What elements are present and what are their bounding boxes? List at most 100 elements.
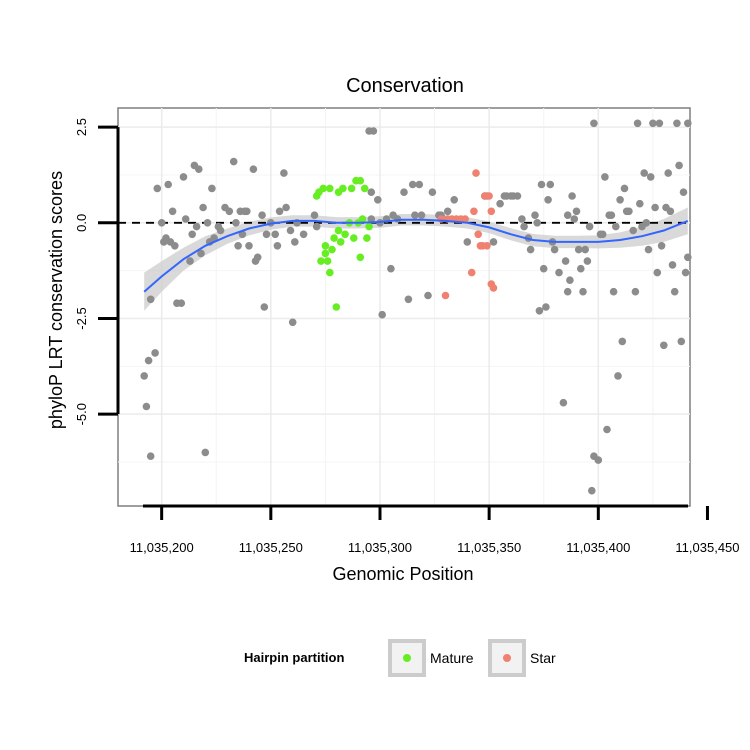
point-other <box>563 287 572 296</box>
point-other <box>594 456 603 464</box>
point-other <box>651 203 659 212</box>
point-other <box>195 165 203 173</box>
point-other <box>577 264 585 273</box>
point-other <box>369 127 378 135</box>
point-other <box>655 119 664 128</box>
point-other <box>400 188 408 196</box>
point-other <box>633 119 642 128</box>
point-other <box>179 173 188 181</box>
point-other <box>601 173 609 181</box>
point-star <box>441 291 450 300</box>
point-other <box>273 242 282 250</box>
point-other <box>282 203 290 212</box>
legend-swatch-mature <box>403 654 411 662</box>
point-other <box>603 425 611 434</box>
point-other <box>664 169 672 177</box>
point-other <box>443 207 452 216</box>
point-other <box>210 234 218 242</box>
point-other <box>526 245 535 254</box>
point-other <box>581 245 589 254</box>
point-other <box>609 287 618 296</box>
point-other <box>535 307 544 315</box>
point-mature <box>326 268 334 277</box>
point-other <box>417 211 426 219</box>
point-other <box>144 356 153 365</box>
point-other <box>142 402 151 411</box>
point-mature <box>334 226 343 235</box>
point-other <box>310 211 319 219</box>
point-other <box>299 230 308 239</box>
x-tick-label: 11,035,200 <box>130 540 194 555</box>
point-mature <box>328 245 336 254</box>
point-other <box>262 230 271 239</box>
point-other <box>614 372 622 380</box>
x-tick-label: 11,035,300 <box>348 540 412 555</box>
smooth-line <box>143 218 689 293</box>
point-other <box>670 287 679 296</box>
point-other <box>243 207 251 216</box>
point-other <box>208 184 216 193</box>
point-other <box>675 161 683 170</box>
point-other <box>181 215 190 223</box>
point-mature <box>319 184 328 193</box>
grid-lines <box>118 108 690 506</box>
point-other <box>636 199 644 208</box>
point-other <box>404 295 413 304</box>
x-axis: 11,035,200 11,035,250 11,035,300 11,035,350… <box>130 504 740 555</box>
point-other <box>146 452 155 461</box>
y-tick-label: 0.0 <box>74 214 89 232</box>
point-other <box>518 215 526 223</box>
point-other <box>583 257 592 265</box>
point-star <box>467 268 476 277</box>
point-other <box>291 238 299 246</box>
point-other <box>203 219 212 227</box>
point-other <box>533 219 541 227</box>
point-star <box>472 169 480 177</box>
point-other <box>199 203 207 212</box>
point-other <box>546 180 555 189</box>
point-other <box>286 226 295 235</box>
point-other <box>188 230 196 239</box>
point-mature <box>358 215 367 223</box>
point-star <box>487 207 496 216</box>
point-other <box>177 299 186 308</box>
point-other <box>653 268 662 277</box>
point-other <box>275 207 284 216</box>
point-other <box>542 303 550 311</box>
point-other <box>520 222 528 231</box>
point-other <box>618 337 627 346</box>
point-other <box>378 310 387 319</box>
point-other <box>579 287 587 296</box>
point-other <box>367 188 376 196</box>
point-other <box>629 226 637 235</box>
point-other <box>640 169 648 177</box>
point-mature <box>332 303 341 311</box>
point-other <box>568 192 576 200</box>
point-other <box>513 192 522 200</box>
point-other <box>415 180 424 189</box>
legend: Hairpin partition Mature Star <box>244 639 556 677</box>
point-other <box>146 295 155 304</box>
y-axis: 2.5 0.0 -2.5 -5.0 <box>74 118 120 425</box>
point-other <box>612 222 620 231</box>
point-other <box>559 398 568 407</box>
data-points <box>140 119 692 495</box>
point-mature <box>326 184 334 193</box>
point-other <box>537 180 546 189</box>
point-other <box>229 157 238 166</box>
point-other <box>544 196 552 204</box>
point-other <box>496 199 504 208</box>
point-other <box>531 211 539 219</box>
x-tick-label: 11,035,450 <box>675 540 739 555</box>
point-other <box>539 264 548 273</box>
point-other <box>588 486 596 495</box>
x-tick-label: 11,035,250 <box>239 540 303 555</box>
point-other <box>666 207 675 216</box>
chart-title: Conservation <box>346 75 464 97</box>
point-other <box>260 303 269 311</box>
point-other <box>225 207 234 216</box>
point-other <box>598 230 607 239</box>
plot-panel <box>117 107 691 507</box>
point-other <box>642 219 651 227</box>
point-other <box>186 257 194 265</box>
